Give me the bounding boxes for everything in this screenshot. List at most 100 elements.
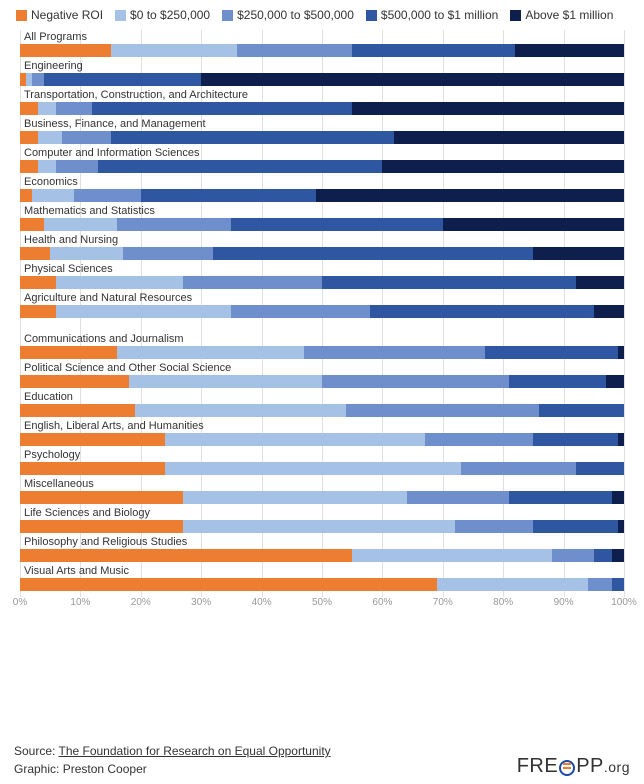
bar-segment: [594, 305, 624, 318]
bar-segment: [20, 305, 56, 318]
x-tick-label: 70%: [433, 597, 453, 608]
legend-item: $250,000 to $500,000: [222, 8, 354, 22]
row-label: Physical Sciences: [24, 263, 113, 275]
bar-segment: [509, 491, 612, 504]
legend-item: Negative ROI: [16, 8, 103, 22]
bar-segment: [165, 462, 461, 475]
chart-row: Agriculture and Natural Resources: [20, 291, 624, 320]
bar-segment: [20, 160, 38, 173]
stacked-bar: [20, 549, 624, 562]
x-tick-label: 0%: [13, 597, 27, 608]
bar-segment: [533, 520, 618, 533]
bar-segment: [141, 189, 316, 202]
credit-label: Graphic:: [14, 762, 63, 776]
bar-segment: [394, 131, 624, 144]
bar-segment: [20, 189, 32, 202]
stacked-bar: [20, 160, 624, 173]
legend-swatch: [115, 10, 126, 21]
logo-ring-icon: [559, 760, 575, 776]
stacked-bar: [20, 491, 624, 504]
chart-container: Negative ROI $0 to $250,000 $250,000 to $5…: [0, 0, 644, 784]
bar-segment: [111, 131, 395, 144]
bar-segment: [38, 160, 56, 173]
bar-segment: [56, 276, 183, 289]
credit-name: Preston Cooper: [63, 762, 147, 776]
chart-row: Philosophy and Religious Studies: [20, 535, 624, 564]
bar-segment: [56, 102, 92, 115]
x-tick-label: 60%: [372, 597, 392, 608]
stacked-bar: [20, 73, 624, 86]
chart-row: Psychology: [20, 448, 624, 477]
bar-segment: [92, 102, 352, 115]
legend: Negative ROI $0 to $250,000 $250,000 to $5…: [16, 8, 634, 22]
bar-segment: [594, 549, 612, 562]
bar-segment: [183, 491, 406, 504]
bar-segment: [20, 549, 352, 562]
bar-segment: [425, 433, 534, 446]
bar-segment: [20, 578, 437, 591]
bar-segment: [509, 375, 606, 388]
bar-segment: [352, 44, 515, 57]
chart-row: Economics: [20, 175, 624, 204]
bar-segment: [576, 276, 624, 289]
row-label: Engineering: [24, 60, 83, 72]
bar-segment: [618, 520, 624, 533]
stacked-bar: [20, 131, 624, 144]
chart-row: Communications and Journalism: [20, 332, 624, 361]
row-label: Economics: [24, 176, 78, 188]
footer-text: Source: The Foundation for Research on E…: [14, 742, 331, 778]
stacked-bar: [20, 305, 624, 318]
bar-segment: [20, 102, 38, 115]
x-tick-label: 50%: [312, 597, 332, 608]
chart-row: Health and Nursing: [20, 233, 624, 262]
legend-label: Above $1 million: [525, 8, 613, 22]
bar-segment: [443, 218, 624, 231]
bar-segment: [183, 276, 322, 289]
bar-segment: [346, 404, 539, 417]
bar-segment: [20, 491, 183, 504]
logo-text-pre: FRE: [517, 755, 559, 778]
legend-item: $0 to $250,000: [115, 8, 210, 22]
x-tick-label: 80%: [493, 597, 513, 608]
legend-item: $500,000 to $1 million: [366, 8, 498, 22]
bar-segment: [20, 346, 117, 359]
bar-segment: [32, 73, 44, 86]
row-label: Miscellaneous: [24, 478, 94, 490]
chart-row: Political Science and Other Social Scien…: [20, 361, 624, 390]
bar-segment: [201, 73, 624, 86]
stacked-bar: [20, 578, 624, 591]
bar-segment: [123, 247, 214, 260]
bar-segment: [322, 276, 576, 289]
row-label: Philosophy and Religious Studies: [24, 536, 187, 548]
legend-swatch: [222, 10, 233, 21]
chart-row: Visual Arts and Music: [20, 564, 624, 593]
bar-segment: [316, 189, 624, 202]
legend-swatch: [16, 10, 27, 21]
source-link[interactable]: The Foundation for Research on Equal Opp…: [58, 744, 330, 758]
x-tick-label: 90%: [554, 597, 574, 608]
x-tick-label: 40%: [252, 597, 272, 608]
row-label: Transportation, Construction, and Archit…: [24, 89, 248, 101]
chart-row: Mathematics and Statistics: [20, 204, 624, 233]
row-label: Computer and Information Sciences: [24, 147, 199, 159]
bar-segment: [20, 462, 165, 475]
row-label: Life Sciences and Biology: [24, 507, 150, 519]
stacked-bar: [20, 462, 624, 475]
row-label: All Programs: [24, 31, 87, 43]
bar-segment: [20, 520, 183, 533]
chart-row: Miscellaneous: [20, 477, 624, 506]
bar-segment: [485, 346, 618, 359]
legend-item: Above $1 million: [510, 8, 613, 22]
bar-segment: [20, 276, 56, 289]
row-label: English, Liberal Arts, and Humanities: [24, 420, 204, 432]
bar-segment: [129, 375, 322, 388]
stacked-bar: [20, 520, 624, 533]
bar-segment: [111, 44, 238, 57]
bar-segment: [231, 218, 442, 231]
stacked-bar: [20, 218, 624, 231]
row-label: Communications and Journalism: [24, 333, 184, 345]
row-label: Education: [24, 391, 73, 403]
row-label: Psychology: [24, 449, 80, 461]
source-label: Source:: [14, 744, 58, 758]
bar-segment: [56, 160, 98, 173]
